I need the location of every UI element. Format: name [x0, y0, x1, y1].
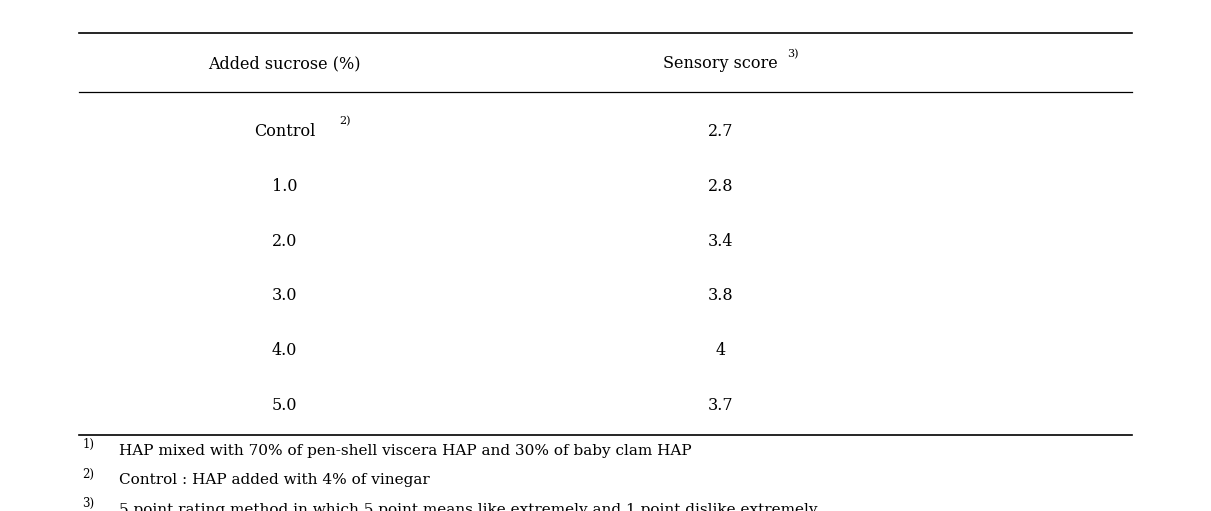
Text: Control: Control [254, 123, 315, 141]
Text: 5 point rating method in which 5 point means like extremely and 1 point dislike : 5 point rating method in which 5 point m… [119, 503, 817, 511]
Text: 3.0: 3.0 [271, 287, 298, 305]
Text: 4.0: 4.0 [272, 342, 297, 359]
Text: 5.0: 5.0 [271, 397, 298, 414]
Text: 2): 2) [82, 468, 94, 481]
Text: Sensory score: Sensory score [664, 55, 777, 73]
Text: 3.8: 3.8 [707, 287, 734, 305]
Text: 2.7: 2.7 [707, 123, 734, 141]
Text: 2.0: 2.0 [272, 233, 297, 250]
Text: HAP mixed with 70% of pen-shell viscera HAP and 30% of baby clam HAP: HAP mixed with 70% of pen-shell viscera … [119, 444, 691, 458]
Text: 1.0: 1.0 [271, 178, 298, 195]
Text: 2.8: 2.8 [707, 178, 734, 195]
Text: 1): 1) [82, 438, 94, 451]
Text: 3.7: 3.7 [707, 397, 734, 414]
Text: Added sucrose (%): Added sucrose (%) [208, 55, 361, 73]
Text: Control : HAP added with 4% of vinegar: Control : HAP added with 4% of vinegar [119, 473, 430, 487]
Text: 2): 2) [339, 115, 351, 126]
Text: 3): 3) [787, 49, 798, 59]
Text: 3): 3) [82, 497, 94, 510]
Text: 4: 4 [716, 342, 725, 359]
Text: 3.4: 3.4 [707, 233, 734, 250]
